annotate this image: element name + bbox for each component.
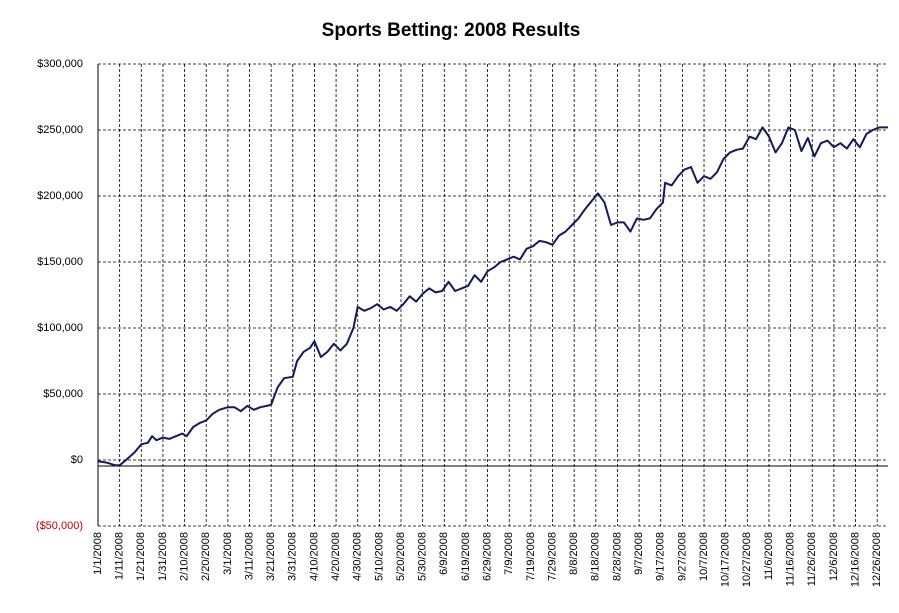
x-tick-label: 12/6/2008 [828, 532, 840, 581]
y-tick-label: $200,000 [37, 190, 83, 202]
x-tick-label: 11/6/2008 [763, 532, 775, 580]
x-tick-label: 12/16/2008 [849, 532, 861, 587]
x-tick-label: 6/29/2008 [481, 532, 493, 581]
x-tick-label: 12/26/2008 [871, 532, 883, 587]
x-tick-label: 1/1/2008 [92, 532, 104, 575]
x-tick-label: 5/10/2008 [373, 532, 385, 581]
x-tick-label: 2/20/2008 [200, 532, 212, 581]
x-tick-label: 5/30/2008 [417, 532, 429, 581]
y-tick-label: $0 [71, 454, 83, 466]
x-tick-label: 1/21/2008 [135, 532, 147, 581]
x-tick-label: 10/17/2008 [720, 532, 732, 587]
y-tick-label: $300,000 [37, 58, 83, 70]
x-tick-label: 1/11/2008 [114, 532, 126, 580]
y-tick-label: ($50,000) [36, 520, 83, 532]
x-tick-label: 3/11/2008 [243, 532, 255, 580]
x-tick-label: 11/16/2008 [785, 532, 797, 586]
x-tick-label: 6/19/2008 [460, 532, 472, 581]
data-line [97, 126, 888, 467]
x-tick-label: 6/9/2008 [438, 532, 450, 575]
chart-title: Sports Betting: 2008 Results [322, 20, 581, 41]
y-tick-label: $50,000 [43, 388, 83, 400]
x-tick-label: 4/10/2008 [308, 532, 320, 581]
x-tick-label: 3/1/2008 [222, 532, 234, 575]
x-tick-label: 8/28/2008 [611, 532, 623, 581]
x-tick-label: 4/20/2008 [330, 532, 342, 581]
x-tick-label: 10/7/2008 [698, 532, 710, 581]
x-tick-label: 7/29/2008 [546, 532, 558, 581]
y-tick-label: $100,000 [37, 322, 83, 334]
x-tick-label: 5/20/2008 [395, 532, 407, 581]
x-tick-label: 3/21/2008 [265, 532, 277, 581]
x-tick-label: 9/7/2008 [633, 532, 645, 575]
x-tick-label: 1/31/2008 [157, 532, 169, 581]
x-tick-label: 2/10/2008 [178, 532, 190, 581]
x-tick-label: 8/18/2008 [590, 532, 602, 581]
x-tick-label: 10/27/2008 [741, 532, 753, 587]
y-tick-label: $150,000 [37, 256, 83, 268]
x-tick-label: 3/31/2008 [287, 532, 299, 581]
x-tick-label: 9/17/2008 [655, 532, 667, 581]
y-tick-label: $250,000 [37, 124, 83, 136]
x-tick-label: 7/9/2008 [503, 532, 515, 575]
x-tick-label: 8/8/2008 [568, 532, 580, 575]
x-tick-label: 7/19/2008 [525, 532, 537, 581]
x-tick-label: 4/30/2008 [352, 532, 364, 581]
x-tick-label: 9/27/2008 [676, 532, 688, 581]
x-tick-label: 11/26/2008 [806, 532, 818, 586]
